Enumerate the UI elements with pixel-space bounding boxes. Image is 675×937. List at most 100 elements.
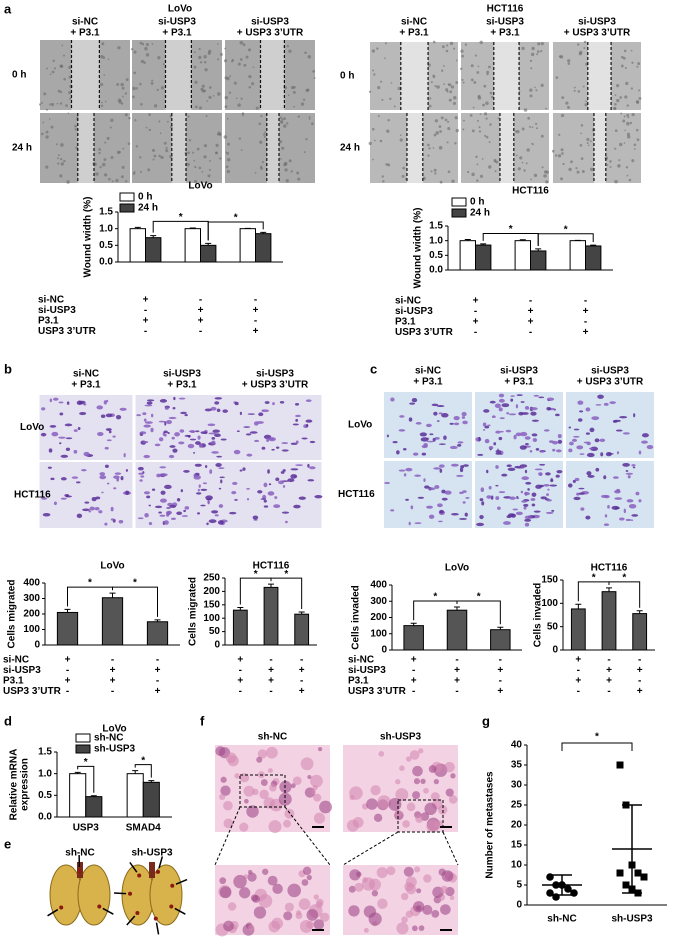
condition-sign: - xyxy=(199,295,202,306)
column-header: si-USP3 xyxy=(591,366,629,377)
x-tick-label: USP3 xyxy=(73,823,100,834)
condition-sign: - xyxy=(269,686,272,697)
cell-stain xyxy=(481,501,485,506)
cell-texture xyxy=(148,128,152,132)
cell-texture xyxy=(376,47,379,50)
cell-texture xyxy=(540,49,543,53)
cell-stain xyxy=(253,519,258,521)
cell-stain xyxy=(246,453,253,457)
tissue xyxy=(220,785,231,796)
cell-stain xyxy=(211,440,216,445)
cell-stain xyxy=(58,401,64,404)
cell-stain xyxy=(484,425,490,429)
cell-stain xyxy=(523,506,527,510)
column-header: si-NC xyxy=(72,17,98,28)
cell-texture xyxy=(567,62,571,65)
bar xyxy=(200,244,217,263)
cell-texture xyxy=(441,45,445,49)
cell-texture xyxy=(401,174,405,178)
cell-stain xyxy=(543,484,550,487)
cell-texture xyxy=(479,174,484,178)
condition-sign: + xyxy=(143,316,149,327)
cell-stain xyxy=(484,438,490,444)
cell-stain xyxy=(513,434,517,440)
column-header: si-USP3 xyxy=(578,17,616,28)
cell-texture xyxy=(624,67,627,70)
cell-stain xyxy=(113,487,117,490)
error-bar xyxy=(134,226,141,229)
cell-texture xyxy=(132,95,135,99)
cell-stain xyxy=(233,449,241,455)
cell-texture xyxy=(488,165,492,169)
cell-texture xyxy=(387,163,391,167)
tissue xyxy=(258,894,273,908)
cell-stain xyxy=(568,448,573,453)
cell-stain xyxy=(190,430,196,434)
cell-stain xyxy=(84,501,90,504)
cell-texture xyxy=(533,173,538,178)
tissue xyxy=(400,892,409,901)
legend-label: sh-USP3 xyxy=(94,744,136,755)
cell-texture xyxy=(248,86,252,89)
cell-texture xyxy=(290,170,293,173)
condition-sign: + xyxy=(110,665,116,676)
y-tick-label: 0 xyxy=(34,640,40,651)
cell-texture xyxy=(308,118,311,120)
x-tick-label: sh-NC xyxy=(547,914,576,925)
condition-label: USP3 3’UTR xyxy=(348,686,407,697)
tissue xyxy=(233,874,247,889)
cell-stain xyxy=(148,521,153,526)
y-axis-label: Relative mRNA xyxy=(9,749,20,821)
cell-texture xyxy=(302,98,306,101)
cell-stain xyxy=(254,439,260,442)
tissue xyxy=(363,927,369,933)
zoom-line xyxy=(214,806,241,866)
cell-texture xyxy=(50,125,54,129)
cell-texture xyxy=(516,129,520,134)
column-header: si-USP3 xyxy=(486,17,524,28)
cell-stain xyxy=(543,429,550,432)
tissue xyxy=(219,877,227,885)
cell-stain xyxy=(495,496,500,500)
significance-label: * xyxy=(477,592,481,603)
cell-stain xyxy=(641,440,648,444)
condition-sign: + xyxy=(155,665,161,676)
cell-stain xyxy=(515,511,523,516)
cell-texture xyxy=(629,121,633,125)
tissue xyxy=(395,779,401,785)
bar xyxy=(403,625,424,651)
cell-texture xyxy=(108,177,111,181)
cell-texture xyxy=(482,103,485,107)
cell-texture xyxy=(455,128,459,133)
cell-stain xyxy=(605,451,612,457)
cell-stain xyxy=(164,484,172,490)
bar xyxy=(263,586,279,646)
cell-texture xyxy=(368,90,372,94)
y-tick-label: 40 xyxy=(511,740,523,751)
condition-sign: - xyxy=(455,686,458,697)
cell-texture xyxy=(478,130,482,133)
cell-stain xyxy=(214,433,221,438)
error-bar xyxy=(519,239,526,241)
bar xyxy=(239,228,257,263)
cell-texture xyxy=(199,61,203,64)
cell-texture xyxy=(460,49,464,53)
cell-stain xyxy=(49,425,57,428)
cell-stain xyxy=(267,491,275,496)
cell-texture xyxy=(139,41,143,45)
cell-stain xyxy=(173,396,176,401)
cell-stain xyxy=(506,464,512,468)
cell-texture xyxy=(583,40,587,44)
cell-stain xyxy=(483,409,490,413)
significance-bracket xyxy=(561,742,633,751)
nodule xyxy=(170,883,175,888)
cell-texture xyxy=(628,178,632,182)
cell-stain xyxy=(426,505,433,509)
cell-stain xyxy=(412,452,419,456)
panel-label: c xyxy=(370,361,377,376)
cell-stain xyxy=(520,401,525,403)
tissue xyxy=(313,812,326,824)
tissue xyxy=(313,894,319,900)
cell-texture xyxy=(53,67,56,70)
tissue xyxy=(278,792,292,806)
